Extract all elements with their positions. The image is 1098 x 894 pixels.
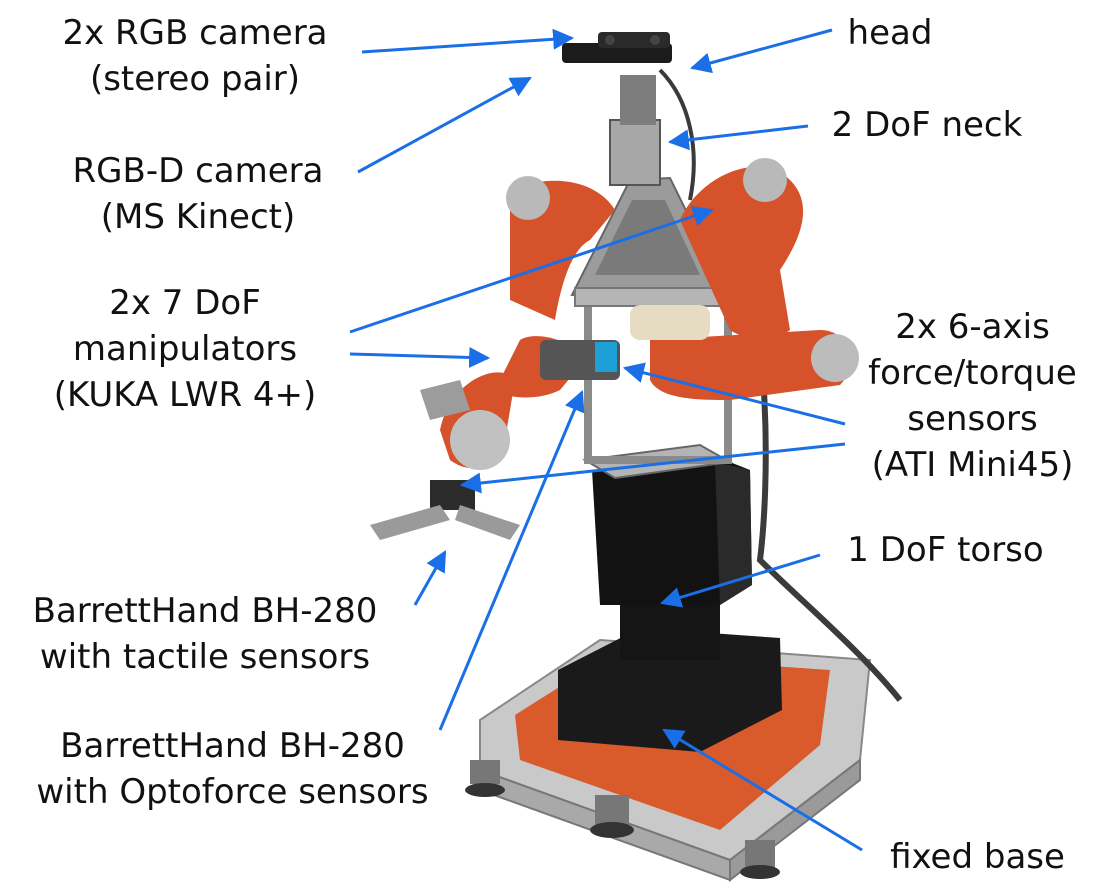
label-hand-tactile-line1: BarrettHand BH-280 — [32, 591, 378, 631]
label-head-line1: head — [847, 13, 933, 53]
torso-shape — [558, 455, 782, 752]
label-hand-tactile-line2: with tactile sensors — [39, 637, 371, 677]
label-rgbd-camera-line2: (MS Kinect) — [100, 197, 296, 237]
label-rgb-camera: 2x RGB camera (stereo pair) — [40, 10, 350, 102]
left-arm-shape — [440, 176, 620, 470]
label-base: fixed base — [870, 834, 1085, 880]
label-manipulators-line3: (KUKA LWR 4+) — [53, 375, 317, 415]
label-ft-sensors: 2x 6-axis force/torque sensors (ATI Mini… — [850, 304, 1095, 488]
label-ft-sensors-line2: force/torque — [868, 353, 1077, 393]
label-hand-optoforce-line2: with Optoforce sensors — [36, 772, 429, 812]
label-manipulators-line1: 2x 7 DoF — [109, 283, 261, 323]
label-rgbd-camera-line1: RGB-D camera — [72, 151, 324, 191]
label-rgb-camera-line2: (stereo pair) — [89, 59, 301, 99]
label-hand-optoforce-line1: BarrettHand BH-280 — [60, 726, 405, 766]
label-torso-line1: 1 DoF torso — [847, 530, 1044, 570]
label-ft-sensors-line3: sensors — [907, 399, 1038, 439]
label-head: head — [835, 10, 945, 56]
label-neck: 2 DoF neck — [812, 102, 1042, 148]
label-ft-sensors-line1: 2x 6-axis — [895, 307, 1050, 347]
label-base-line1: fixed base — [890, 837, 1065, 877]
label-ft-sensors-line4: (ATI Mini45) — [871, 445, 1074, 485]
label-rgb-camera-line1: 2x RGB camera — [62, 13, 328, 53]
label-torso: 1 DoF torso — [828, 527, 1063, 573]
label-hand-optoforce: BarrettHand BH-280 with Optoforce sensor… — [0, 723, 465, 815]
label-hand-tactile: BarrettHand BH-280 with tactile sensors — [0, 588, 410, 680]
label-rgbd-camera: RGB-D camera (MS Kinect) — [48, 148, 348, 240]
label-manipulators: 2x 7 DoF manipulators (KUKA LWR 4+) — [20, 280, 350, 418]
label-neck-line1: 2 DoF neck — [831, 105, 1023, 145]
label-manipulators-line2: manipulators — [72, 329, 298, 369]
